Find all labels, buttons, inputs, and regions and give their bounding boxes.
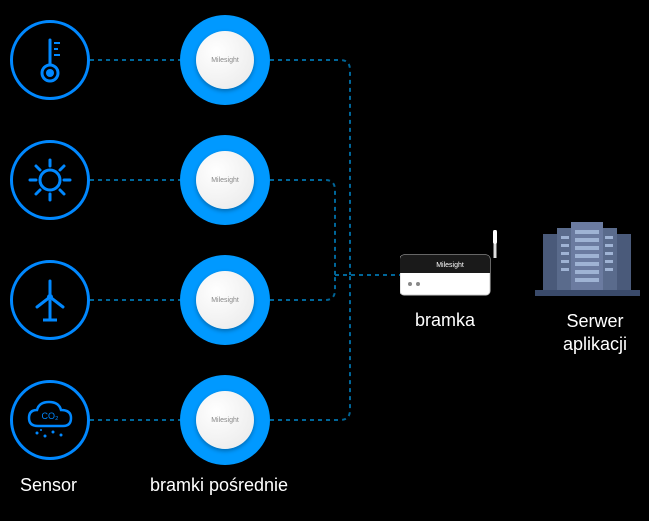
server-label: Serwer aplikacji: [555, 310, 635, 357]
server-icon: [535, 222, 640, 302]
server-label-line2: aplikacji: [563, 334, 627, 354]
server-label-line1: Serwer: [566, 311, 623, 331]
relay-node: Milesight: [180, 15, 270, 105]
relay-node: Milesight: [180, 375, 270, 465]
relay-device-icon: Milesight: [196, 391, 254, 449]
svg-text:Milesight: Milesight: [436, 262, 464, 269]
co2-cloud-icon: CO₂: [10, 380, 90, 460]
relay-device-icon: Milesight: [196, 151, 254, 209]
svg-text:CO₂: CO₂: [42, 411, 60, 421]
thermometer-icon: [10, 20, 90, 100]
sensor-label: Sensor: [20, 475, 77, 496]
relays-label: bramki pośrednie: [150, 475, 288, 496]
sun-icon: [10, 140, 90, 220]
relay-node: Milesight: [180, 255, 270, 345]
gateway-label: bramka: [415, 310, 475, 331]
relay-device-icon: Milesight: [196, 271, 254, 329]
relay-device-icon: Milesight: [196, 31, 254, 89]
gateway-device-icon: Milesight: [400, 250, 490, 300]
relay-node: Milesight: [180, 135, 270, 225]
wind-turbine-icon: [10, 260, 90, 340]
